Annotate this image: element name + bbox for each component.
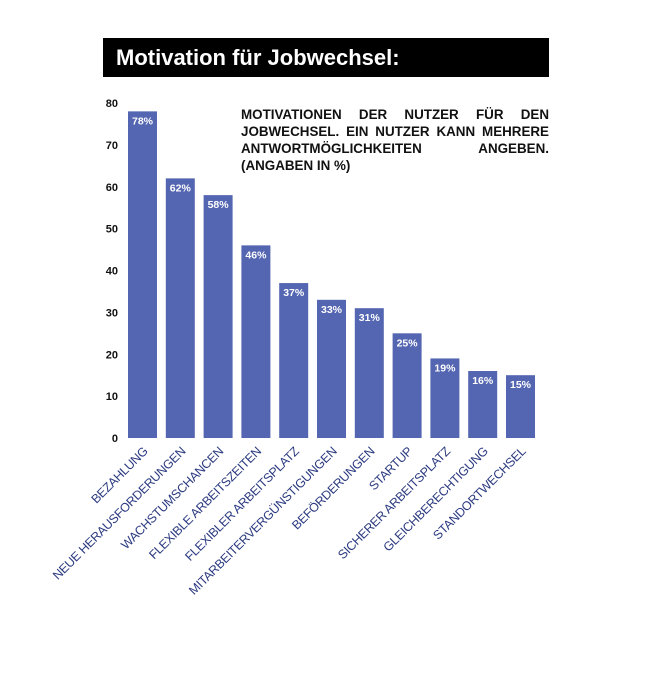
y-tick-label: 60 [106,182,118,194]
data-label: 15% [510,379,532,391]
data-label: 16% [472,375,494,387]
y-tick-label: 80 [106,98,118,110]
chart-title: Motivation für Jobwechsel: [103,38,549,77]
y-tick-label: 10 [106,391,118,403]
bar [128,111,157,438]
data-label: 58% [208,199,230,211]
y-tick-label: 50 [106,224,118,236]
bar [165,178,195,438]
chart-subtitle: MOTIVATIONEN DER NUTZER FÜR DEN JOBWECHS… [241,107,549,173]
bar [241,245,271,438]
bar [354,308,384,438]
y-tick-label: 30 [106,307,118,319]
y-tick-label: 20 [106,349,118,361]
bar [279,283,309,438]
bar [468,371,498,438]
y-tick-label: 0 [112,433,118,445]
bar [203,195,233,438]
data-label: 78% [132,115,154,127]
bar [430,358,460,438]
data-label: 25% [397,337,419,349]
data-label: 62% [170,182,192,194]
bar [506,375,535,438]
data-label: 31% [359,312,381,324]
data-label: 46% [245,249,267,261]
data-label: 33% [321,304,343,316]
bar [392,333,422,438]
bar [317,299,346,438]
y-tick-label: 70 [106,140,118,152]
y-tick-label: 40 [106,266,118,278]
data-label: 37% [283,287,305,299]
data-label: 19% [434,362,456,374]
